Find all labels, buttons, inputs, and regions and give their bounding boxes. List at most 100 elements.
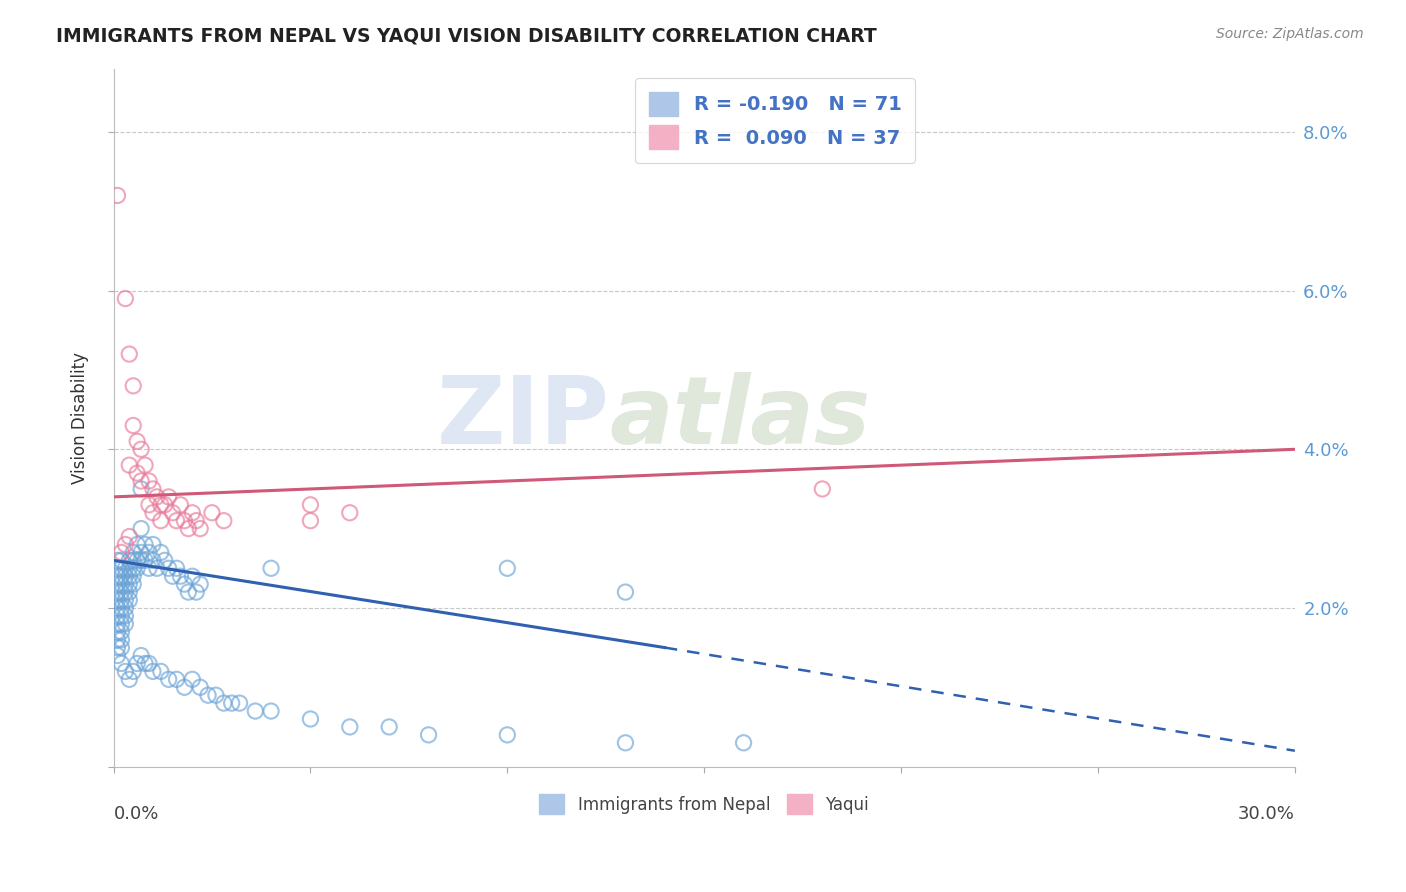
- Point: [118, 577, 141, 591]
- Point: [122, 545, 145, 559]
- Point: [129, 522, 152, 536]
- Text: 0.0%: 0.0%: [114, 805, 159, 823]
- Point: [107, 640, 129, 655]
- Text: 30.0%: 30.0%: [1239, 805, 1295, 823]
- Point: [107, 188, 129, 202]
- Point: [157, 490, 180, 504]
- Point: [186, 585, 208, 599]
- Point: [418, 728, 440, 742]
- Point: [614, 736, 637, 750]
- Point: [173, 680, 195, 694]
- Point: [173, 577, 195, 591]
- Point: [129, 442, 152, 457]
- Point: [157, 673, 180, 687]
- Text: IMMIGRANTS FROM NEPAL VS YAQUI VISION DISABILITY CORRELATION CHART: IMMIGRANTS FROM NEPAL VS YAQUI VISION DI…: [56, 27, 877, 45]
- Point: [127, 553, 149, 567]
- Point: [138, 657, 160, 671]
- Point: [299, 498, 322, 512]
- Point: [188, 522, 211, 536]
- Y-axis label: Vision Disability: Vision Disability: [72, 351, 89, 483]
- Point: [114, 569, 136, 583]
- Point: [107, 601, 129, 615]
- Point: [212, 696, 235, 710]
- Point: [188, 680, 211, 694]
- Point: [122, 418, 145, 433]
- Point: [378, 720, 401, 734]
- Point: [127, 537, 149, 551]
- Point: [614, 585, 637, 599]
- Point: [114, 577, 136, 591]
- Point: [201, 506, 224, 520]
- Point: [110, 545, 132, 559]
- Point: [149, 665, 172, 679]
- Point: [162, 569, 184, 583]
- Point: [129, 648, 152, 663]
- Point: [212, 514, 235, 528]
- Point: [205, 688, 228, 702]
- Point: [134, 553, 156, 567]
- Point: [114, 601, 136, 615]
- Point: [162, 506, 184, 520]
- Point: [142, 665, 165, 679]
- Point: [245, 704, 267, 718]
- Point: [110, 561, 132, 575]
- Point: [138, 561, 160, 575]
- Point: [129, 553, 152, 567]
- Point: [146, 561, 169, 575]
- Point: [107, 608, 129, 623]
- Point: [142, 537, 165, 551]
- Point: [169, 498, 191, 512]
- Point: [153, 553, 176, 567]
- Point: [107, 632, 129, 647]
- Point: [110, 608, 132, 623]
- Point: [733, 736, 755, 750]
- Text: Source: ZipAtlas.com: Source: ZipAtlas.com: [1216, 27, 1364, 41]
- Point: [181, 506, 204, 520]
- Point: [134, 657, 156, 671]
- Point: [118, 569, 141, 583]
- Point: [173, 514, 195, 528]
- Point: [166, 673, 188, 687]
- Point: [134, 537, 156, 551]
- Point: [181, 569, 204, 583]
- Point: [496, 561, 519, 575]
- Point: [118, 553, 141, 567]
- Point: [107, 624, 129, 639]
- Point: [260, 561, 283, 575]
- Point: [122, 561, 145, 575]
- Point: [118, 673, 141, 687]
- Point: [228, 696, 250, 710]
- Point: [149, 498, 172, 512]
- Point: [110, 632, 132, 647]
- Point: [127, 434, 149, 449]
- Point: [114, 665, 136, 679]
- Point: [110, 569, 132, 583]
- Point: [110, 657, 132, 671]
- Point: [110, 553, 132, 567]
- Point: [118, 530, 141, 544]
- Point: [110, 585, 132, 599]
- Point: [107, 616, 129, 631]
- Point: [149, 514, 172, 528]
- Point: [153, 498, 176, 512]
- Point: [122, 665, 145, 679]
- Point: [107, 561, 129, 575]
- Point: [107, 577, 129, 591]
- Point: [149, 545, 172, 559]
- Point: [107, 648, 129, 663]
- Point: [118, 458, 141, 472]
- Point: [496, 728, 519, 742]
- Point: [221, 696, 243, 710]
- Point: [186, 514, 208, 528]
- Text: ZIP: ZIP: [437, 372, 610, 464]
- Point: [118, 561, 141, 575]
- Point: [110, 624, 132, 639]
- Point: [107, 593, 129, 607]
- Point: [138, 498, 160, 512]
- Point: [122, 569, 145, 583]
- Point: [169, 569, 191, 583]
- Point: [260, 704, 283, 718]
- Point: [110, 616, 132, 631]
- Point: [110, 601, 132, 615]
- Point: [122, 577, 145, 591]
